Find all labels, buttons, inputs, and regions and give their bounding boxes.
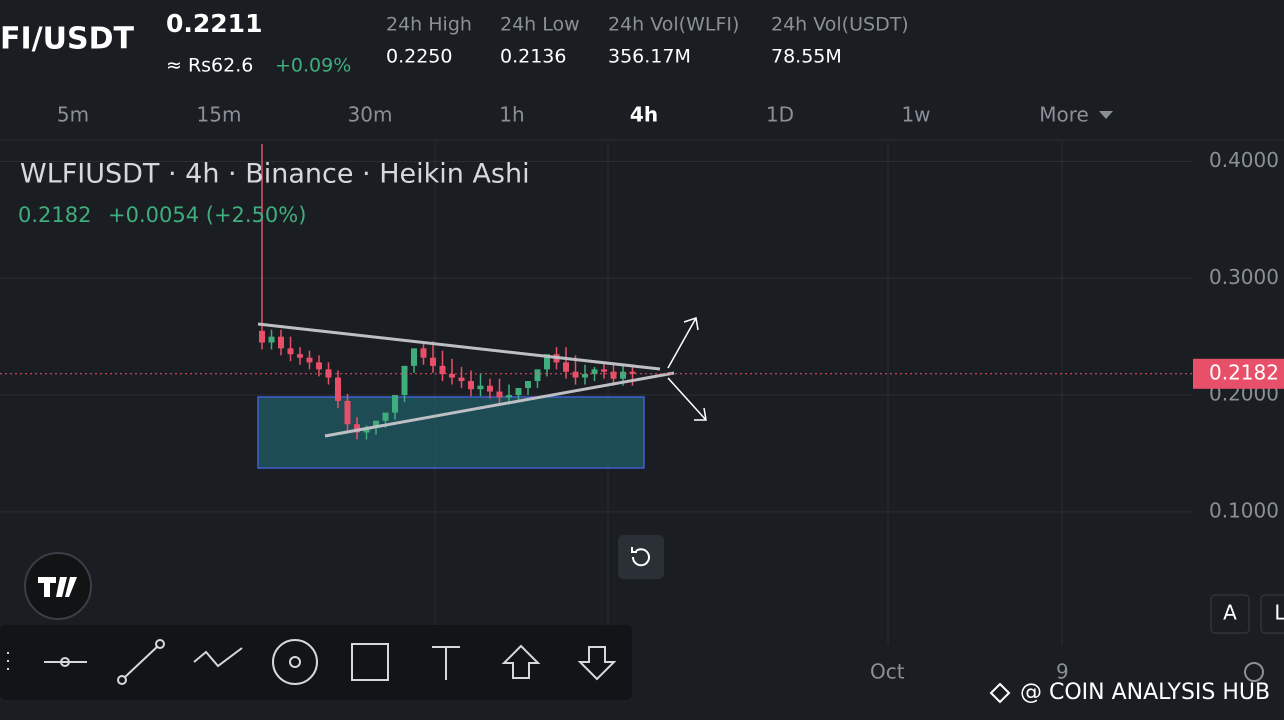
candle-body [401,365,408,396]
candle-body [392,395,398,413]
reset-button[interactable] [618,535,664,579]
candle-body [411,348,417,366]
candle-body [363,427,370,433]
timeframe[interactable]: 1D [766,103,794,127]
timeframe[interactable]: 30m [348,103,393,127]
candle-body [335,377,341,401]
candle-body [591,369,598,375]
candle-body [544,354,550,370]
candle-body [487,385,493,392]
candle-body [373,420,379,428]
candle-body [515,388,522,396]
candle-body [572,371,579,378]
candle-body [563,362,569,372]
candle-body [449,374,455,378]
candle-body [268,336,275,343]
candles [259,144,636,440]
candle-body [601,369,607,372]
stat-label: 24h High [386,14,472,36]
candle-body [306,357,313,363]
candle-body [354,424,360,433]
time-label: 9 [1056,660,1069,684]
local-price: ≈ Rs62.6 [166,55,253,77]
scale-button[interactable] [1210,594,1250,634]
y-tick-label: 0.1000 [1209,498,1279,522]
timeframe[interactable]: 1h [499,103,524,127]
candle-body [477,385,484,390]
stat-value: 78.55M [771,46,842,68]
y-tick-label: 0.4000 [1209,148,1279,172]
change: +0.09% [275,55,351,77]
symbol: FI/USDT [0,22,134,57]
watermark-logo [989,682,1011,704]
candle-body [525,381,531,389]
timeframes: 5m 15m 30m 1h 4h 1D 1w More [57,103,1089,127]
last-price-label: 0.2182 [1209,360,1279,384]
candle-body [287,348,294,355]
tv-logo-glyph [38,577,77,597]
timeframe[interactable]: 1w [901,103,930,127]
candle-body [316,362,322,370]
candle-body [468,381,474,390]
scale-button-label: A [1223,601,1237,625]
more-arrow [1099,111,1113,119]
box-drawing [257,396,645,469]
stat-label: 24h Vol(WLFI) [608,14,739,36]
stats: 24h High 0.2250 24h Low 0.2136 24h Vol(WLFI)… [386,14,909,68]
tool-icons[interactable] [7,639,617,685]
timeframe[interactable]: 5m [57,103,89,127]
reset-icon [631,547,650,567]
stat-label: 24h Low [500,14,580,36]
candle-body [496,391,503,398]
stat-label: 24h Vol(USDT) [771,14,909,36]
timeframe[interactable]: 4h [630,103,658,127]
tv-logo[interactable] [24,552,92,620]
time-label: Oct [870,660,905,684]
settings-icon[interactable] [1244,662,1264,682]
y-tick-label: 0.3000 [1209,265,1279,289]
legend-change: +0.0054 (+2.50%) [108,203,306,227]
legend-price: 0.2182 [18,203,91,227]
candle-body [582,374,588,378]
watermark: @ COIN ANALYSIS HUB [1020,680,1270,705]
candle-body [620,371,626,379]
price: 0.2211 [166,9,262,38]
timeframe[interactable]: More [1039,103,1089,127]
grid [0,142,1192,645]
stat-value: 0.2250 [386,46,452,68]
candle-body [610,371,617,379]
arrows [667,317,707,421]
chart-title: WLFIUSDT · 4h · Binance · Heikin Ashi [20,159,530,190]
scale-button-label: L [1274,601,1284,625]
candle-body [297,354,303,358]
candle-body [430,357,436,366]
scale-button[interactable] [1260,594,1284,634]
candle-body [278,336,284,349]
candle-body [629,371,636,374]
candle-body [439,365,446,375]
stat-value: 356.17M [608,46,691,68]
timeframe[interactable]: 15m [197,103,242,127]
stat-value: 0.2136 [500,46,566,68]
candle-body [458,377,465,382]
trendline [324,371,675,438]
candle-body [534,369,541,382]
candle-body [325,369,332,378]
candle-body [420,348,427,358]
candle-body [382,412,389,421]
last-price-tag [1193,358,1284,389]
trendline [257,322,661,371]
candle-body [259,330,265,343]
candle-body [506,395,512,398]
candle-body [344,400,351,425]
